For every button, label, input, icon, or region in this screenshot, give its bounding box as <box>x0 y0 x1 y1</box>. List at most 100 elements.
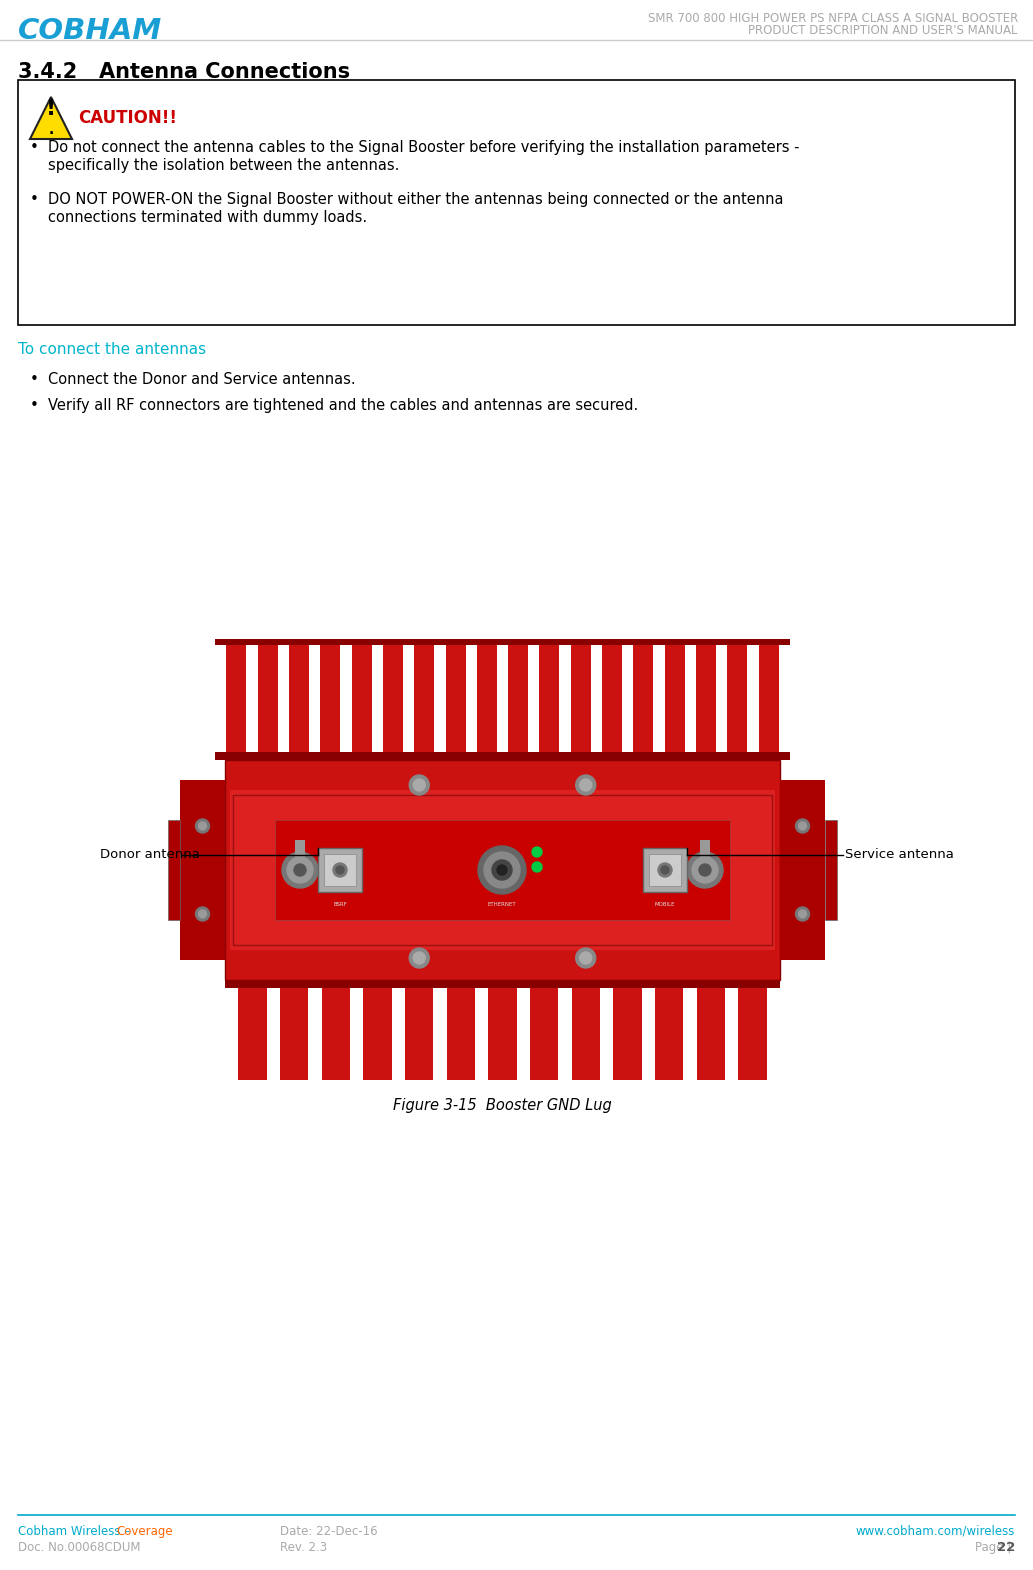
Bar <box>246 641 257 760</box>
Bar <box>591 641 602 760</box>
Bar <box>696 980 725 1080</box>
Circle shape <box>532 862 542 871</box>
Text: •: • <box>30 192 39 207</box>
Text: ETHERNET: ETHERNET <box>488 903 516 907</box>
Text: •: • <box>30 372 39 386</box>
Circle shape <box>336 867 344 874</box>
Circle shape <box>409 776 430 794</box>
Bar <box>383 641 403 760</box>
Text: Page |: Page | <box>975 1542 1015 1554</box>
Bar <box>530 980 559 1080</box>
Text: Figure 3-15  Booster GND Lug: Figure 3-15 Booster GND Lug <box>394 1097 612 1113</box>
Text: CAUTION!!: CAUTION!! <box>79 108 177 127</box>
Circle shape <box>575 948 596 969</box>
Circle shape <box>658 864 672 878</box>
Circle shape <box>699 864 711 876</box>
Circle shape <box>195 820 210 834</box>
Circle shape <box>409 948 430 969</box>
Circle shape <box>795 820 810 834</box>
Text: 22: 22 <box>997 1542 1015 1554</box>
Bar <box>405 980 434 1080</box>
Bar <box>446 980 475 1080</box>
Bar <box>318 848 362 892</box>
Bar <box>571 980 600 1080</box>
Text: 3.4.2   Antenna Connections: 3.4.2 Antenna Connections <box>18 61 350 82</box>
Bar <box>559 980 571 1080</box>
Bar <box>477 641 497 760</box>
Bar <box>233 794 772 945</box>
Bar <box>539 641 560 760</box>
Bar <box>602 641 622 760</box>
Text: Do not connect the antenna cables to the Signal Booster before verifying the ins: Do not connect the antenna cables to the… <box>48 140 800 155</box>
Bar <box>696 641 716 760</box>
Text: •: • <box>30 399 39 413</box>
Bar <box>725 980 739 1080</box>
Text: Doc. No.00068CDUM: Doc. No.00068CDUM <box>18 1542 140 1554</box>
Text: BSRF: BSRF <box>333 903 347 907</box>
Bar <box>309 641 320 760</box>
Bar <box>267 980 280 1080</box>
Bar <box>257 641 278 760</box>
Text: Service antenna: Service antenna <box>845 848 953 862</box>
Text: Cobham Wireless –: Cobham Wireless – <box>18 1524 134 1539</box>
Bar <box>684 980 696 1080</box>
Circle shape <box>795 907 810 922</box>
Text: Date: 22-Dec-16: Date: 22-Dec-16 <box>280 1524 378 1539</box>
Circle shape <box>282 853 318 889</box>
Bar <box>649 854 681 885</box>
Bar <box>226 641 246 760</box>
Bar <box>324 854 356 885</box>
Bar <box>727 641 747 760</box>
Bar <box>295 840 305 860</box>
Bar <box>600 980 614 1080</box>
Text: www.cobham.com/wireless: www.cobham.com/wireless <box>855 1524 1015 1539</box>
Text: Connect the Donor and Service antennas.: Connect the Donor and Service antennas. <box>48 372 355 386</box>
Bar <box>225 980 780 988</box>
FancyBboxPatch shape <box>18 80 1015 325</box>
Polygon shape <box>30 97 72 140</box>
Bar <box>747 641 758 760</box>
Bar <box>289 641 309 760</box>
Bar <box>516 980 530 1080</box>
Bar <box>320 641 340 760</box>
Bar <box>665 641 685 760</box>
Circle shape <box>195 907 210 922</box>
Text: Rev. 2.3: Rev. 2.3 <box>280 1542 327 1554</box>
Bar <box>655 980 684 1080</box>
Bar <box>475 980 489 1080</box>
Text: To connect the antennas: To connect the antennas <box>18 342 207 356</box>
Bar <box>780 780 825 959</box>
Circle shape <box>687 853 723 889</box>
Circle shape <box>799 911 807 918</box>
Bar <box>280 980 309 1080</box>
Bar <box>614 980 641 1080</box>
Text: •: • <box>30 140 39 155</box>
Bar <box>309 980 321 1080</box>
Circle shape <box>333 864 347 878</box>
Circle shape <box>198 823 207 831</box>
Bar <box>434 980 446 1080</box>
Text: SMR 700 800 HIGH POWER PS NFPA CLASS A SIGNAL BOOSTER: SMR 700 800 HIGH POWER PS NFPA CLASS A S… <box>648 13 1018 25</box>
Circle shape <box>413 951 426 964</box>
Bar <box>230 790 775 950</box>
Bar <box>716 641 727 760</box>
Bar <box>414 641 434 760</box>
Bar <box>497 641 508 760</box>
Bar <box>508 641 528 760</box>
Text: Verify all RF connectors are tightened and the cables and antennas are secured.: Verify all RF connectors are tightened a… <box>48 399 638 413</box>
Bar <box>685 641 696 760</box>
Text: DO NOT POWER-ON the Signal Booster without either the antennas being connected o: DO NOT POWER-ON the Signal Booster witho… <box>48 192 783 207</box>
Text: Coverage: Coverage <box>116 1524 173 1539</box>
Bar <box>489 980 516 1080</box>
Text: MOBILE: MOBILE <box>655 903 676 907</box>
Circle shape <box>575 776 596 794</box>
Bar <box>560 641 571 760</box>
Text: !: ! <box>45 99 56 119</box>
Bar <box>633 641 654 760</box>
Circle shape <box>661 867 669 874</box>
Bar <box>278 641 289 760</box>
Circle shape <box>198 911 207 918</box>
Text: PRODUCT DESCRIPTION AND USER'S MANUAL: PRODUCT DESCRIPTION AND USER'S MANUAL <box>749 24 1018 38</box>
Text: specifically the isolation between the antennas.: specifically the isolation between the a… <box>48 159 400 173</box>
Bar <box>215 752 790 760</box>
